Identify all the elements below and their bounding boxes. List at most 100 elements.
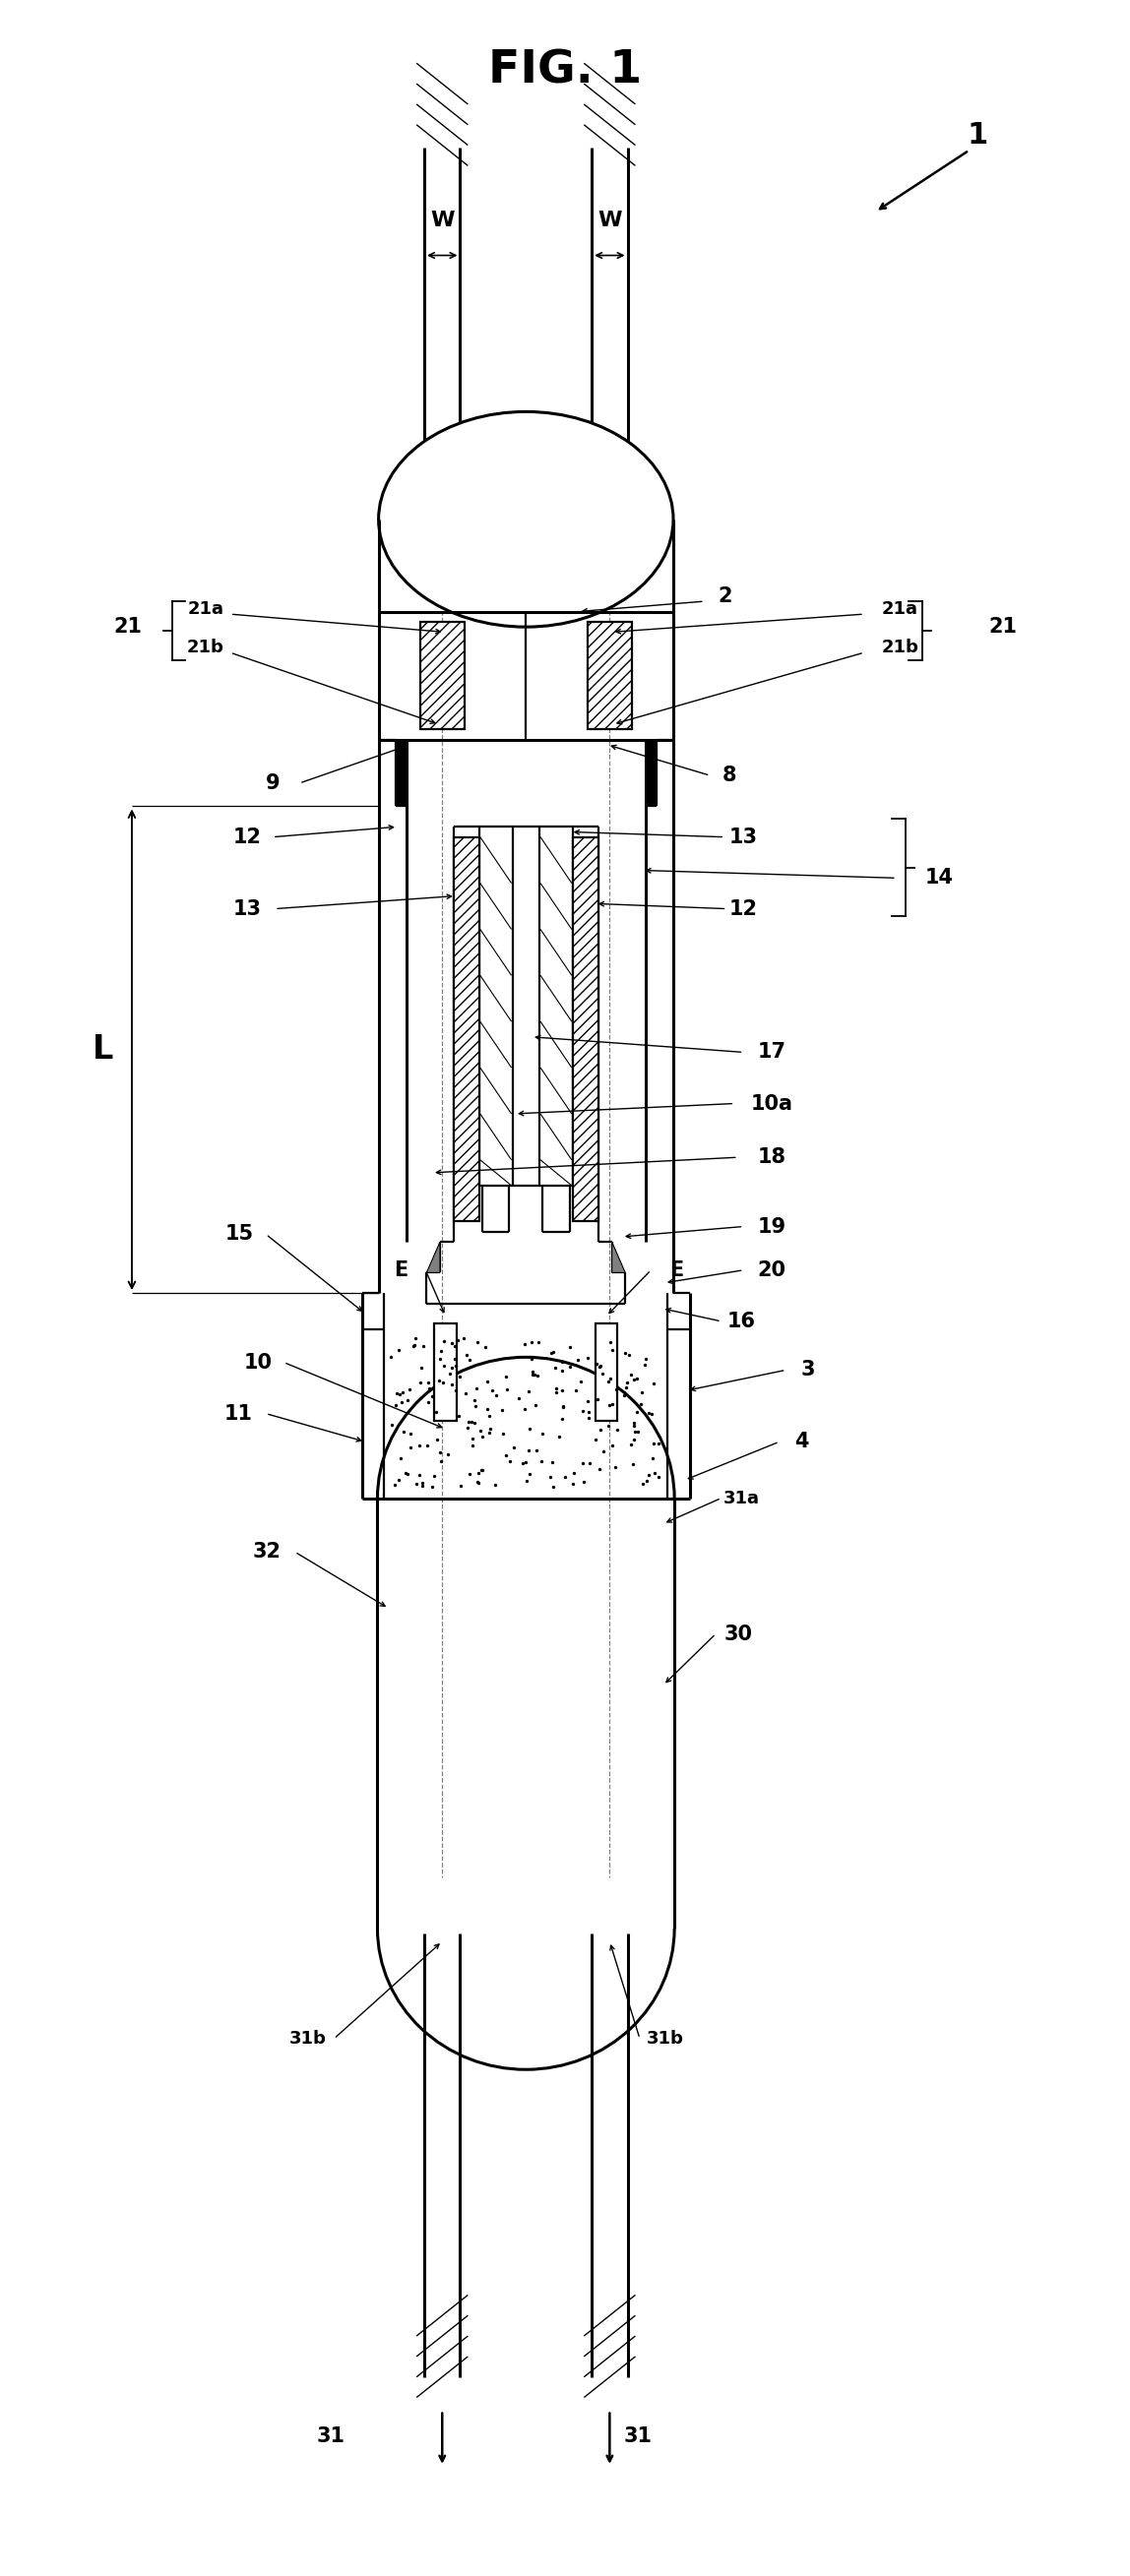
- Point: [495, 1414, 513, 1455]
- Point: [406, 1324, 424, 1365]
- Point: [588, 1342, 606, 1383]
- Point: [418, 1425, 436, 1466]
- Text: 21: 21: [113, 618, 141, 636]
- Point: [601, 1321, 619, 1363]
- Point: [443, 1347, 461, 1388]
- Polygon shape: [645, 739, 657, 806]
- Point: [645, 1363, 663, 1404]
- Text: 20: 20: [757, 1260, 785, 1280]
- Point: [580, 1396, 598, 1437]
- Point: [414, 1324, 432, 1365]
- Point: [405, 1327, 423, 1368]
- Point: [460, 1453, 478, 1494]
- Point: [608, 1409, 626, 1450]
- Point: [574, 1443, 592, 1484]
- Point: [389, 1461, 407, 1502]
- Point: [410, 1425, 428, 1466]
- Point: [427, 1391, 445, 1432]
- Point: [428, 1419, 446, 1461]
- Text: 12: 12: [729, 899, 758, 920]
- Text: 19: 19: [757, 1216, 785, 1236]
- Point: [623, 1355, 641, 1396]
- Point: [637, 1461, 655, 1502]
- Point: [541, 1458, 559, 1499]
- Point: [414, 1463, 432, 1504]
- Point: [382, 1337, 400, 1378]
- Point: [519, 1370, 537, 1412]
- Point: [594, 1430, 612, 1471]
- Point: [401, 1412, 419, 1453]
- Point: [522, 1321, 540, 1363]
- Text: 31a: 31a: [723, 1489, 759, 1507]
- Point: [481, 1409, 499, 1450]
- Point: [432, 1329, 450, 1370]
- Point: [532, 1440, 550, 1481]
- Point: [468, 1321, 486, 1363]
- Point: [542, 1332, 560, 1373]
- Text: 2: 2: [718, 587, 732, 605]
- Point: [468, 1368, 486, 1409]
- Point: [615, 1376, 633, 1417]
- Bar: [434, 1324, 457, 1422]
- Text: 30: 30: [723, 1623, 753, 1643]
- Point: [431, 1340, 449, 1381]
- Point: [398, 1453, 416, 1494]
- Point: [451, 1355, 469, 1396]
- Point: [625, 1419, 643, 1461]
- Point: [394, 1412, 412, 1453]
- Point: [628, 1358, 646, 1399]
- Text: 14: 14: [924, 868, 954, 889]
- Text: 10: 10: [244, 1352, 272, 1373]
- Point: [471, 1412, 489, 1453]
- Point: [600, 1406, 618, 1448]
- Point: [460, 1340, 478, 1381]
- Point: [480, 1396, 498, 1437]
- Point: [634, 1463, 652, 1504]
- Bar: [573, 837, 599, 1221]
- Point: [556, 1455, 574, 1497]
- Point: [432, 1440, 450, 1481]
- Point: [518, 1461, 536, 1502]
- Point: [547, 1370, 565, 1412]
- Point: [401, 1368, 419, 1409]
- Point: [443, 1324, 461, 1365]
- Text: 18: 18: [757, 1146, 785, 1167]
- Point: [454, 1316, 472, 1358]
- Text: 31b: 31b: [646, 2030, 684, 2048]
- Point: [525, 1355, 544, 1396]
- Point: [458, 1334, 476, 1376]
- Point: [645, 1422, 663, 1463]
- Point: [554, 1342, 572, 1383]
- Point: [424, 1466, 442, 1507]
- Point: [501, 1440, 519, 1481]
- Point: [562, 1327, 580, 1368]
- Point: [580, 1391, 598, 1432]
- Point: [466, 1401, 484, 1443]
- Point: [414, 1466, 432, 1507]
- Point: [446, 1370, 464, 1412]
- Point: [435, 1319, 453, 1360]
- Point: [442, 1365, 460, 1406]
- Point: [593, 1352, 611, 1394]
- Point: [579, 1381, 597, 1422]
- Text: W: W: [431, 211, 454, 229]
- Point: [476, 1327, 494, 1368]
- Text: L: L: [93, 1033, 113, 1066]
- Point: [567, 1370, 585, 1412]
- Point: [425, 1455, 443, 1497]
- Point: [592, 1409, 610, 1450]
- Point: [554, 1350, 572, 1391]
- Point: [497, 1355, 515, 1396]
- Text: 32: 32: [253, 1543, 281, 1561]
- Point: [601, 1358, 619, 1399]
- Point: [473, 1450, 492, 1492]
- Text: 15: 15: [225, 1224, 253, 1244]
- Point: [419, 1363, 437, 1404]
- Point: [603, 1383, 622, 1425]
- Text: 3: 3: [801, 1360, 816, 1381]
- Point: [533, 1412, 551, 1453]
- Point: [424, 1376, 442, 1417]
- Text: E: E: [394, 1260, 408, 1280]
- Point: [463, 1425, 481, 1466]
- Point: [497, 1435, 515, 1476]
